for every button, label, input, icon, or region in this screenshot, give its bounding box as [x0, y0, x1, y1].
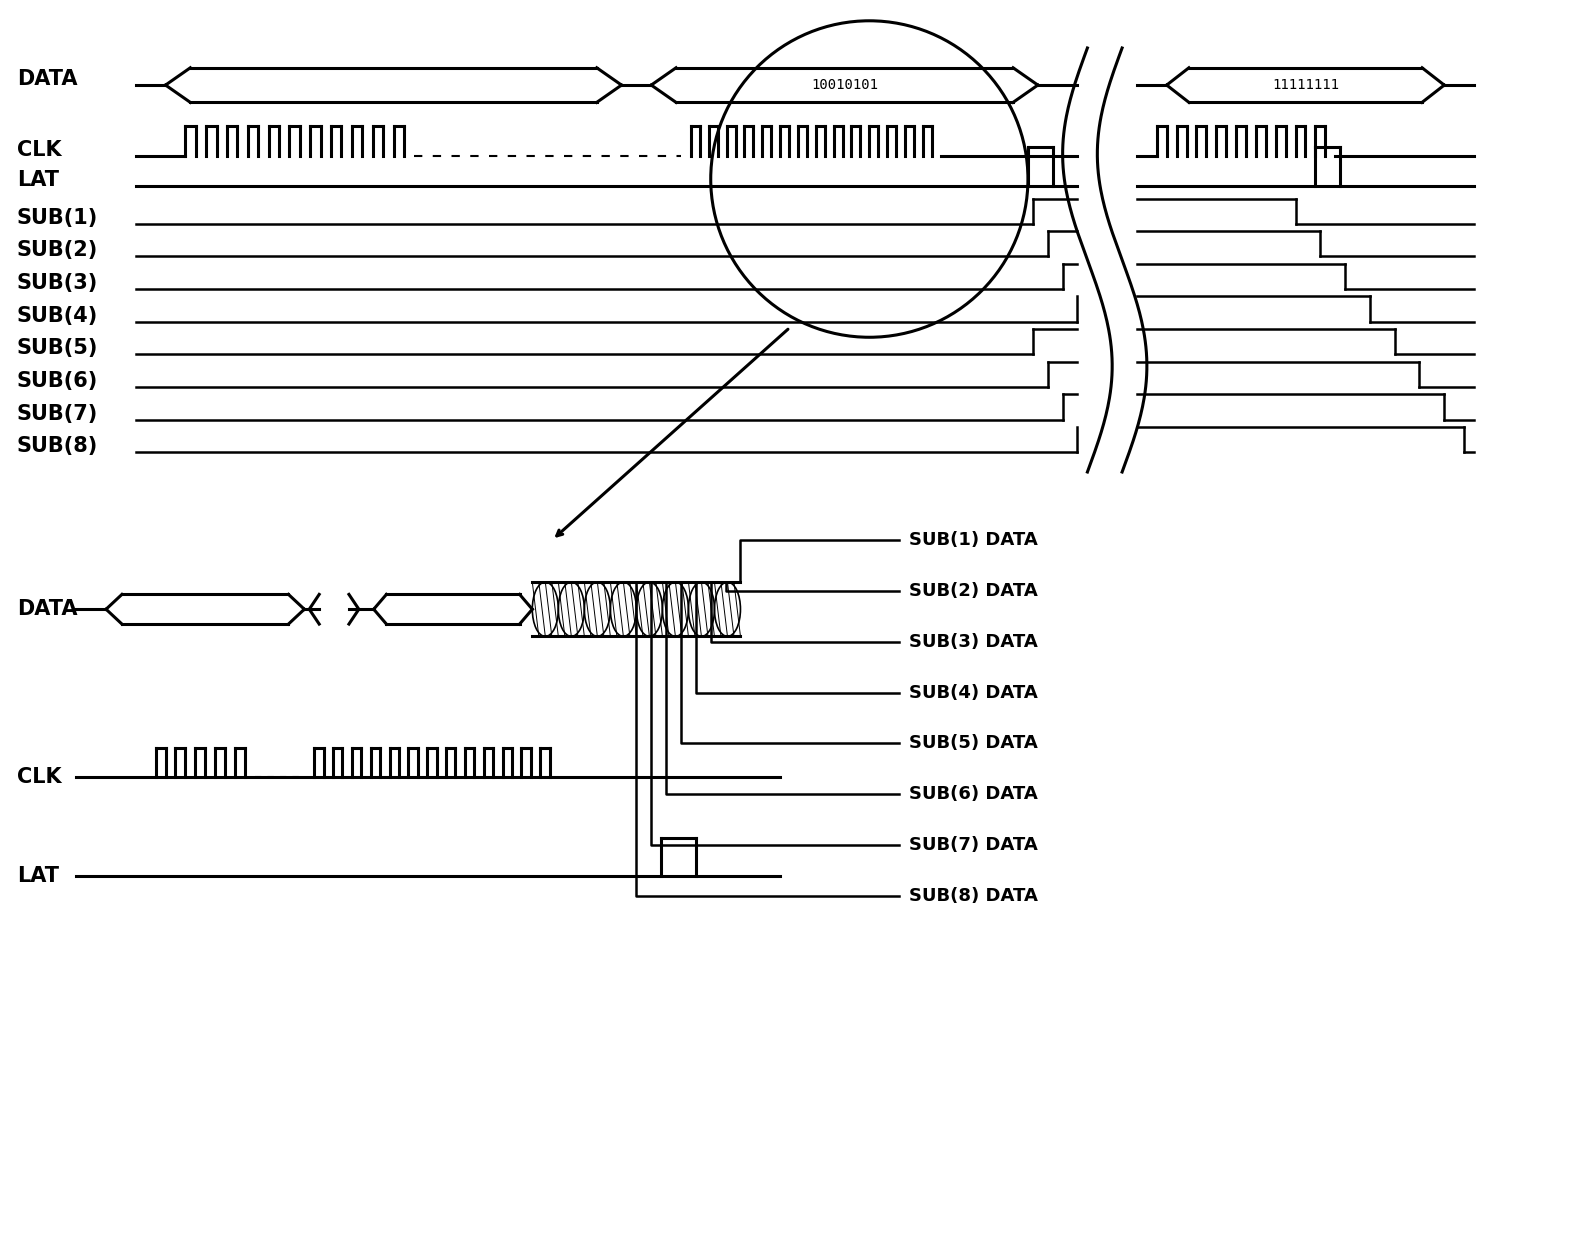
- Text: LAT: LAT: [17, 866, 59, 886]
- Text: SUB(7) DATA: SUB(7) DATA: [908, 836, 1037, 854]
- Text: SUB(8): SUB(8): [17, 437, 98, 456]
- Text: SUB(3) DATA: SUB(3) DATA: [908, 633, 1037, 651]
- Text: SUB(6): SUB(6): [17, 371, 98, 392]
- Text: SUB(7): SUB(7): [17, 404, 98, 424]
- Text: DATA: DATA: [17, 599, 78, 619]
- Text: SUB(2) DATA: SUB(2) DATA: [908, 582, 1037, 599]
- Text: 11111111: 11111111: [1272, 78, 1339, 92]
- Text: DATA: DATA: [17, 69, 78, 89]
- Text: SUB(2): SUB(2): [17, 240, 98, 261]
- Text: SUB(1) DATA: SUB(1) DATA: [908, 531, 1037, 549]
- Text: SUB(5): SUB(5): [17, 339, 98, 359]
- Text: SUB(3): SUB(3): [17, 273, 98, 293]
- Text: SUB(1): SUB(1): [17, 208, 98, 228]
- Text: SUB(4): SUB(4): [17, 306, 98, 326]
- Text: SUB(4) DATA: SUB(4) DATA: [908, 684, 1037, 701]
- Text: LAT: LAT: [17, 170, 59, 190]
- Text: SUB(6) DATA: SUB(6) DATA: [908, 786, 1037, 803]
- Text: 10010101: 10010101: [811, 78, 878, 92]
- Text: SUB(8) DATA: SUB(8) DATA: [908, 888, 1039, 905]
- Text: CLK: CLK: [17, 767, 62, 787]
- Text: CLK: CLK: [17, 140, 62, 160]
- Text: SUB(5) DATA: SUB(5) DATA: [908, 734, 1037, 753]
